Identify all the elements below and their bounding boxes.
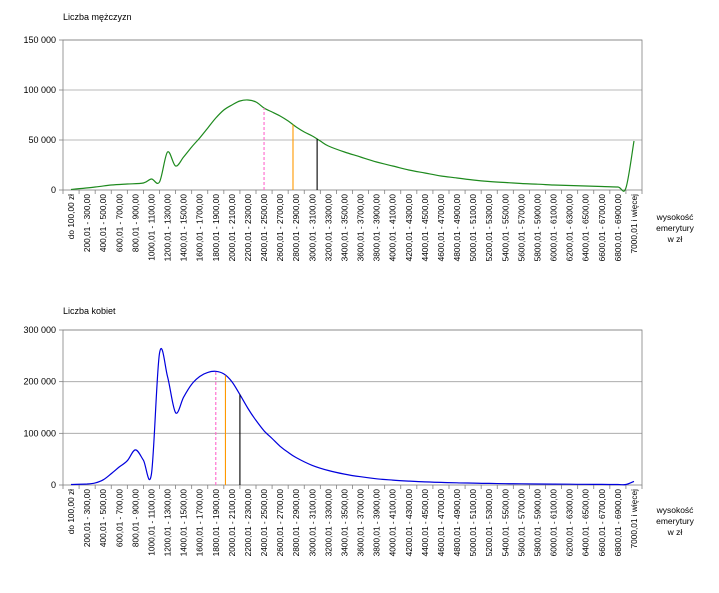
x-tick-label: 1200,01 - 1300,00 [163, 489, 173, 557]
x-tick-label: 5200,01 - 5300,00 [484, 194, 494, 262]
y-tick-label: 200 000 [23, 377, 56, 387]
x-tick-label: 3600,01 - 3700,00 [356, 489, 366, 557]
x-tick-label: 200,01 - 300,00 [82, 194, 92, 253]
x-tick-label: 2600,01 - 2700,00 [275, 194, 285, 262]
x-tick-label: 5800,01 - 5900,00 [532, 194, 542, 262]
x-tick-label: 1800,01 - 1900,00 [211, 489, 221, 557]
x-tick-label: 3000,01 - 3100,00 [307, 489, 317, 557]
x-tick-label: 5400,01 - 5500,00 [500, 194, 510, 262]
x-tick-label: 7000,01 i więcej [629, 194, 639, 254]
x-tick-label: 2000,01 - 2100,00 [227, 489, 237, 557]
x-tick-label: 2200,01 - 2300,00 [243, 194, 253, 262]
x-tick-label: 5600,01 - 5700,00 [516, 194, 526, 262]
x-tick-label: 4400,01 - 4500,00 [420, 489, 430, 557]
y-tick-label: 100 000 [23, 85, 56, 95]
y-tick-label: 0 [51, 480, 56, 490]
x-tick-label: 6200,01 - 6300,00 [565, 489, 575, 557]
x-tick-label: 2400,01 - 2500,00 [259, 194, 269, 262]
x-tick-label: 4000,01 - 4100,00 [388, 194, 398, 262]
x-tick-label: 5000,01 - 5100,00 [468, 194, 478, 262]
x-tick-label: 1800,01 - 1900,00 [211, 194, 221, 262]
series-line [70, 348, 635, 486]
y-tick-label: 50 000 [28, 135, 56, 145]
y-axis-label: Liczba kobiet [63, 306, 116, 316]
x-tick-label: 1400,01 - 1500,00 [179, 489, 189, 557]
x-tick-label: do 100,00 zł [66, 194, 76, 239]
y-tick-label: 100 000 [23, 428, 56, 438]
x-tick-label: 800,01 - 900,00 [130, 194, 140, 253]
x-tick-label: 5000,01 - 5100,00 [468, 489, 478, 557]
x-tick-label: 600,01 - 700,00 [114, 489, 124, 548]
x-tick-label: 6000,01 - 6100,00 [549, 489, 559, 557]
x-tick-label: 5400,01 - 5500,00 [500, 489, 510, 557]
x-tick-label: 400,01 - 500,00 [98, 489, 108, 548]
chart-men: Liczba mężczyzn 0 50 000 100 000 150 000 do 1… [23, 12, 694, 261]
x-tick-label: 1400,01 - 1500,00 [179, 194, 189, 262]
x-axis-caption: wysokość [656, 505, 695, 515]
x-tick-label: 4800,01 - 4900,00 [452, 489, 462, 557]
x-tick-label: 3800,01 - 3900,00 [372, 194, 382, 262]
plot-frame [62, 329, 643, 486]
x-tick-label: 3200,01 - 3300,00 [323, 489, 333, 557]
y-tick-label: 300 000 [23, 325, 56, 335]
y-tick-label: 150 000 [23, 35, 56, 45]
x-tick-label: 6200,01 - 6300,00 [565, 194, 575, 262]
x-tick-label: 1000,01 - 1100,00 [146, 194, 156, 261]
chart-women: Liczba kobiet 0 100 000 200 000 300 000 do 10… [23, 306, 694, 556]
x-tick-label: 1000,01 - 1100,00 [146, 489, 156, 556]
x-tick-label: 3000,01 - 3100,00 [307, 194, 317, 262]
x-tick-label: 200,01 - 300,00 [82, 489, 92, 548]
plot-frame [62, 39, 643, 191]
x-tick-label: 1600,01 - 1700,00 [195, 489, 205, 557]
x-tick-label: 6600,01 - 6700,00 [597, 194, 607, 262]
x-tick-label: 3400,01 - 3500,00 [339, 194, 349, 262]
x-tick-label: 7000,01 i więcej [629, 489, 639, 549]
x-axis-caption: emerytury [656, 516, 695, 526]
x-tick-label: 800,01 - 900,00 [130, 489, 140, 548]
x-tick-label: 2400,01 - 2500,00 [259, 489, 269, 557]
x-axis-caption: wysokość [656, 212, 695, 222]
x-tick-label: 4400,01 - 4500,00 [420, 194, 430, 262]
x-tick-label: 5200,01 - 5300,00 [484, 489, 494, 557]
x-tick-label: do 100,00 zł [66, 489, 76, 534]
x-axis-caption: emerytury [656, 223, 695, 233]
x-tick-label: 2800,01 - 2900,00 [291, 489, 301, 557]
x-tick-label: 1600,01 - 1700,00 [195, 194, 205, 262]
x-tick-label: 1200,01 - 1300,00 [163, 194, 173, 262]
x-tick-label: 4600,01 - 4700,00 [436, 489, 446, 557]
x-tick-label: 3400,01 - 3500,00 [339, 489, 349, 557]
x-tick-label: 6400,01 - 6500,00 [581, 194, 591, 262]
x-tick-label: 4000,01 - 4100,00 [388, 489, 398, 557]
x-tick-label: 2200,01 - 2300,00 [243, 489, 253, 557]
x-tick-label: 3800,01 - 3900,00 [372, 489, 382, 557]
y-tick-label: 0 [51, 185, 56, 195]
x-tick-label: 3600,01 - 3700,00 [356, 194, 366, 262]
x-tick-label: 5600,01 - 5700,00 [516, 489, 526, 557]
x-tick-label: 4200,01 - 4300,00 [404, 489, 414, 557]
x-tick-label: 3200,01 - 3300,00 [323, 194, 333, 262]
x-tick-label: 2800,01 - 2900,00 [291, 194, 301, 262]
x-axis-caption: w zł [667, 527, 683, 537]
x-tick-label: 600,01 - 700,00 [114, 194, 124, 253]
x-tick-label: 6400,01 - 6500,00 [581, 489, 591, 557]
y-axis-label: Liczba mężczyzn [63, 12, 132, 22]
x-tick-label: 6800,01 - 6900,00 [613, 489, 623, 557]
x-tick-label: 6800,01 - 6900,00 [613, 194, 623, 262]
x-tick-label: 4200,01 - 4300,00 [404, 194, 414, 262]
x-tick-label: 400,01 - 500,00 [98, 194, 108, 253]
x-tick-label: 4600,01 - 4700,00 [436, 194, 446, 262]
x-tick-label: 4800,01 - 4900,00 [452, 194, 462, 262]
x-tick-label: 2600,01 - 2700,00 [275, 489, 285, 557]
series-line [70, 99, 635, 192]
x-tick-label: 5800,01 - 5900,00 [532, 489, 542, 557]
x-tick-label: 2000,01 - 2100,00 [227, 194, 237, 262]
x-tick-label: 6600,01 - 6700,00 [597, 489, 607, 557]
x-tick-label: 6000,01 - 6100,00 [549, 194, 559, 262]
x-axis-caption: w zł [667, 234, 683, 244]
